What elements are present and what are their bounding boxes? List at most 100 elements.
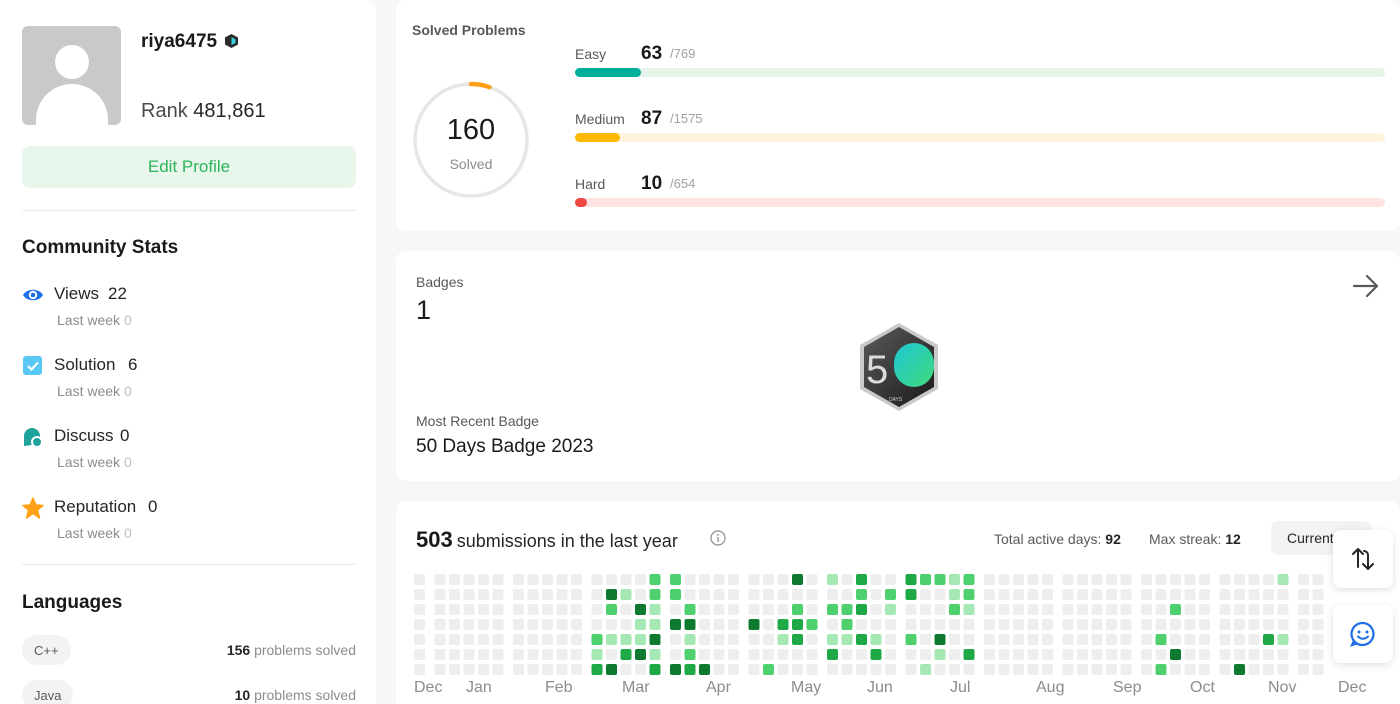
heatmap-cell[interactable] (414, 649, 425, 660)
heatmap-cell[interactable] (728, 664, 739, 675)
heatmap-cell[interactable] (1120, 634, 1132, 645)
heatmap-cell[interactable] (934, 664, 946, 675)
heatmap-cell[interactable] (492, 604, 504, 615)
heatmap-cell[interactable] (777, 664, 789, 675)
heatmap-cell[interactable] (1263, 634, 1274, 645)
heatmap-cell[interactable] (635, 634, 646, 645)
heatmap-cell[interactable] (1106, 649, 1117, 660)
heatmap-cell[interactable] (556, 649, 568, 660)
heatmap-cell[interactable] (492, 634, 504, 645)
heatmap-cell[interactable] (620, 604, 632, 615)
heatmap-cell[interactable] (841, 634, 853, 645)
heatmap-cell[interactable] (1077, 604, 1088, 615)
heatmap-cell[interactable] (984, 574, 995, 585)
heatmap-cell[interactable] (1042, 604, 1053, 615)
heatmap-cell[interactable] (606, 604, 617, 615)
heatmap-cell[interactable] (670, 649, 681, 660)
heatmap-cell[interactable] (542, 634, 553, 645)
heatmap-cell[interactable] (635, 604, 646, 615)
heatmap-cell[interactable] (792, 649, 803, 660)
heatmap-cell[interactable] (728, 634, 739, 645)
heatmap-cell[interactable] (1263, 574, 1274, 585)
heatmap-cell[interactable] (748, 574, 760, 585)
heatmap-cell[interactable] (478, 604, 489, 615)
heatmap-cell[interactable] (806, 604, 818, 615)
heatmap-cell[interactable] (713, 664, 725, 675)
heatmap-cell[interactable] (1027, 619, 1039, 630)
heatmap-cell[interactable] (670, 664, 681, 675)
heatmap-cell[interactable] (1013, 649, 1024, 660)
heatmap-cell[interactable] (649, 589, 661, 600)
heatmap-cell[interactable] (1184, 649, 1196, 660)
heatmap-cell[interactable] (1199, 574, 1210, 585)
heatmap-cell[interactable] (1263, 619, 1274, 630)
heatmap-cell[interactable] (1106, 604, 1117, 615)
heatmap-cell[interactable] (449, 649, 460, 660)
heatmap-cell[interactable] (905, 604, 917, 615)
heatmap-cell[interactable] (649, 664, 661, 675)
heatmap-cell[interactable] (478, 634, 489, 645)
heatmap-cell[interactable] (649, 604, 661, 615)
language-tag[interactable]: C++ (22, 635, 71, 665)
heatmap-cell[interactable] (1077, 649, 1088, 660)
heatmap-cell[interactable] (1219, 664, 1231, 675)
heatmap-cell[interactable] (1199, 604, 1210, 615)
heatmap-cell[interactable] (856, 649, 867, 660)
heatmap-cell[interactable] (713, 574, 725, 585)
heatmap-cell[interactable] (1277, 604, 1289, 615)
heatmap-cell[interactable] (777, 634, 789, 645)
heatmap-cell[interactable] (1184, 574, 1196, 585)
heatmap-cell[interactable] (1219, 574, 1231, 585)
heatmap-cell[interactable] (1298, 589, 1309, 600)
heatmap-cell[interactable] (1120, 649, 1132, 660)
heatmap-cell[interactable] (699, 574, 710, 585)
heatmap-cell[interactable] (434, 649, 446, 660)
heatmap-cell[interactable] (1091, 649, 1103, 660)
heatmap-cell[interactable] (1141, 649, 1152, 660)
heatmap-cell[interactable] (1106, 574, 1117, 585)
heatmap-cell[interactable] (635, 664, 646, 675)
heatmap-cell[interactable] (806, 649, 818, 660)
heatmap-cell[interactable] (620, 634, 632, 645)
heatmap-cell[interactable] (649, 619, 661, 630)
heatmap-cell[interactable] (1184, 589, 1196, 600)
heatmap-cell[interactable] (1062, 664, 1074, 675)
heatmap-cell[interactable] (1170, 649, 1181, 660)
heatmap-cell[interactable] (963, 649, 975, 660)
heatmap-cell[interactable] (620, 619, 632, 630)
heatmap-cell[interactable] (728, 589, 739, 600)
heatmap-cell[interactable] (434, 574, 446, 585)
heatmap-cell[interactable] (984, 619, 995, 630)
heatmap-cell[interactable] (1184, 619, 1196, 630)
heatmap-cell[interactable] (414, 664, 425, 675)
heatmap-cell[interactable] (1263, 589, 1274, 600)
heatmap-cell[interactable] (1027, 589, 1039, 600)
heatmap-cell[interactable] (463, 649, 475, 660)
heatmap-cell[interactable] (1199, 619, 1210, 630)
heatmap-cell[interactable] (763, 664, 774, 675)
heatmap-cell[interactable] (571, 649, 582, 660)
heatmap-cell[interactable] (463, 589, 475, 600)
heatmap-cell[interactable] (1298, 634, 1309, 645)
heatmap-cell[interactable] (963, 634, 975, 645)
heatmap-cell[interactable] (556, 634, 568, 645)
heatmap-cell[interactable] (1062, 589, 1074, 600)
heatmap-cell[interactable] (449, 589, 460, 600)
heatmap-cell[interactable] (1248, 664, 1260, 675)
heatmap-cell[interactable] (1013, 664, 1024, 675)
heatmap-cell[interactable] (777, 589, 789, 600)
heatmap-cell[interactable] (1170, 574, 1181, 585)
heatmap-cell[interactable] (463, 619, 475, 630)
heatmap-cell[interactable] (905, 619, 917, 630)
heatmap-cell[interactable] (1062, 634, 1074, 645)
heatmap-cell[interactable] (591, 634, 603, 645)
heatmap-cell[interactable] (1298, 619, 1309, 630)
heatmap-cell[interactable] (1277, 589, 1289, 600)
heatmap-cell[interactable] (699, 619, 710, 630)
heatmap-cell[interactable] (998, 664, 1010, 675)
heatmap-cell[interactable] (1013, 604, 1024, 615)
heatmap-cell[interactable] (777, 604, 789, 615)
50-days-badge-icon[interactable]: 5 DAYS (856, 321, 942, 413)
heatmap-cell[interactable] (591, 574, 603, 585)
heatmap-cell[interactable] (777, 574, 789, 585)
